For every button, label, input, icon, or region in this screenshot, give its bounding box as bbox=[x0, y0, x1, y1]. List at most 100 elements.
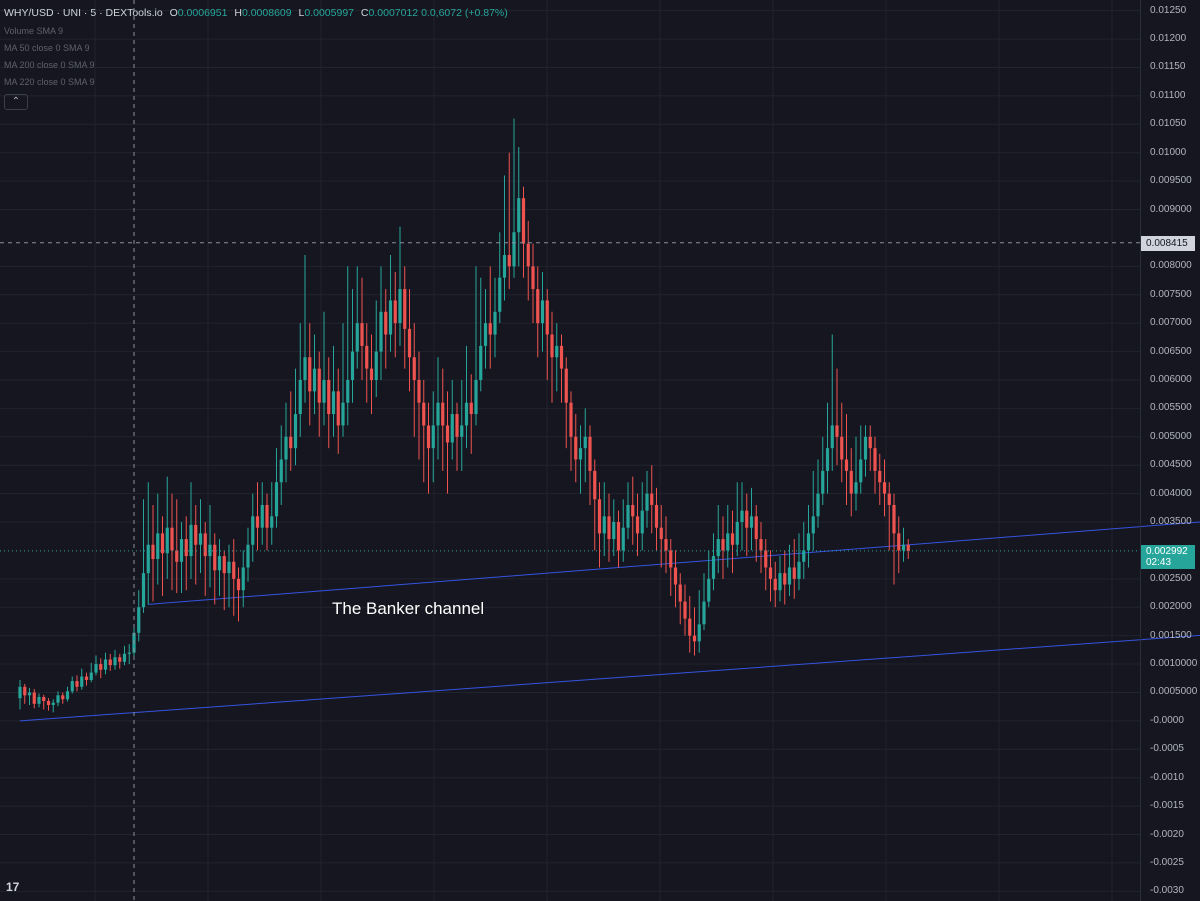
price-tick-label: -0.0015 bbox=[1150, 800, 1184, 812]
candle-up bbox=[825, 448, 830, 471]
crosshair-price: 0.008415 bbox=[1146, 237, 1188, 249]
candle-up bbox=[821, 470, 825, 494]
candle-down bbox=[384, 311, 388, 335]
candle-up bbox=[198, 533, 203, 545]
candle-up bbox=[716, 539, 720, 557]
candle-down bbox=[678, 584, 682, 602]
candle-up bbox=[113, 657, 117, 666]
symbol-name[interactable]: WHY/USD · UNI · 5 · DEXTools.io bbox=[4, 7, 163, 19]
candle-up bbox=[260, 504, 264, 528]
candle-down bbox=[688, 618, 692, 636]
candle-down bbox=[255, 516, 260, 528]
candle-up bbox=[602, 516, 606, 534]
candle-down bbox=[607, 516, 611, 540]
candle-up bbox=[346, 379, 350, 403]
candle-down bbox=[673, 567, 678, 585]
grid-lines bbox=[0, 0, 1140, 901]
candle-down bbox=[317, 368, 321, 403]
candle-up bbox=[398, 289, 402, 324]
candle-down bbox=[574, 436, 578, 460]
candle-down bbox=[32, 692, 36, 704]
candle-up bbox=[274, 482, 279, 517]
crosshair bbox=[0, 0, 1140, 901]
candle-down bbox=[99, 664, 103, 670]
indicator-ma200[interactable]: MA 200 close 0 SMA 9 bbox=[4, 60, 95, 70]
price-tick-label: 0.01150 bbox=[1150, 61, 1186, 73]
candle-down bbox=[849, 470, 853, 494]
price-axis[interactable] bbox=[1140, 0, 1200, 901]
indicator-ma220[interactable]: MA 220 close 0 SMA 9 bbox=[4, 77, 95, 87]
candle-up bbox=[498, 277, 502, 312]
candle-down bbox=[327, 379, 331, 415]
candle-up bbox=[331, 391, 336, 415]
candles bbox=[18, 118, 910, 713]
candle-down bbox=[160, 533, 165, 554]
candle-up bbox=[830, 425, 834, 449]
candle-down bbox=[441, 402, 445, 426]
candle-down bbox=[745, 510, 749, 528]
candle-up bbox=[697, 624, 701, 642]
indicator-ma50[interactable]: MA 50 close 0 SMA 9 bbox=[4, 43, 90, 53]
price-tick-label: 0.01000 bbox=[1150, 146, 1187, 158]
candle-up bbox=[645, 493, 649, 511]
candle-down bbox=[754, 516, 758, 540]
candle-up bbox=[778, 573, 782, 591]
candle-up bbox=[707, 578, 711, 602]
candle-down bbox=[445, 425, 450, 443]
candle-down bbox=[469, 402, 473, 415]
candle-up bbox=[270, 516, 274, 528]
candle-up bbox=[51, 702, 55, 705]
candle-up bbox=[626, 504, 630, 528]
candle-down bbox=[569, 402, 573, 437]
high-value: 0.0008609 bbox=[241, 7, 292, 19]
indicator-volume[interactable]: Volume SMA 9 bbox=[4, 26, 64, 36]
candle-up bbox=[70, 681, 74, 692]
price-tick-label: 0.002000 bbox=[1150, 601, 1192, 613]
candle-up bbox=[578, 448, 583, 460]
candle-down bbox=[692, 635, 697, 642]
candle-down bbox=[403, 289, 407, 329]
price-tick-label: -0.0005 bbox=[1150, 743, 1184, 755]
channel-annotation[interactable]: The Banker channel bbox=[332, 599, 485, 618]
tradingview-logo-icon[interactable]: 17 bbox=[6, 880, 19, 894]
candle-down bbox=[844, 459, 849, 471]
channel-lines[interactable] bbox=[19, 505, 1200, 722]
candle-up bbox=[37, 697, 41, 704]
candle-down bbox=[336, 391, 340, 426]
candle-up bbox=[189, 524, 193, 557]
candle-up bbox=[141, 573, 146, 608]
candle-up bbox=[217, 556, 222, 571]
candle-down bbox=[773, 578, 777, 591]
candle-down bbox=[892, 504, 896, 534]
candle-down bbox=[759, 539, 763, 551]
crosshair-price-tag: 0.008415 bbox=[1141, 235, 1195, 251]
candle-up bbox=[450, 414, 454, 443]
candle-up bbox=[279, 459, 283, 483]
candle-down bbox=[721, 539, 725, 551]
price-tick-label: 0.004000 bbox=[1150, 487, 1192, 499]
low-value: 0.0005997 bbox=[304, 7, 354, 19]
open-label: O bbox=[169, 7, 178, 19]
candle-down bbox=[308, 357, 312, 392]
price-tick-label: 0.007000 bbox=[1150, 317, 1192, 329]
candle-up bbox=[493, 311, 497, 335]
candle-up bbox=[56, 695, 60, 703]
candle-down bbox=[878, 470, 882, 483]
candle-down bbox=[897, 533, 901, 551]
collapse-indicators-button[interactable]: ⌃ bbox=[4, 94, 28, 110]
candle-up bbox=[806, 533, 811, 551]
candle-up bbox=[740, 510, 744, 523]
candle-up bbox=[474, 379, 478, 415]
price-tick-label: 0.009000 bbox=[1150, 203, 1192, 215]
candle-down bbox=[365, 345, 369, 369]
candle-up bbox=[583, 436, 587, 449]
candle-up bbox=[27, 692, 32, 696]
candle-down bbox=[588, 436, 592, 471]
candle-up bbox=[208, 544, 212, 557]
symbol-legend[interactable]: WHY/USD · UNI · 5 · DEXTools.io O0.00069… bbox=[4, 7, 508, 19]
candle-up bbox=[127, 652, 131, 654]
candle-up bbox=[388, 300, 393, 335]
candle-down bbox=[289, 436, 293, 449]
